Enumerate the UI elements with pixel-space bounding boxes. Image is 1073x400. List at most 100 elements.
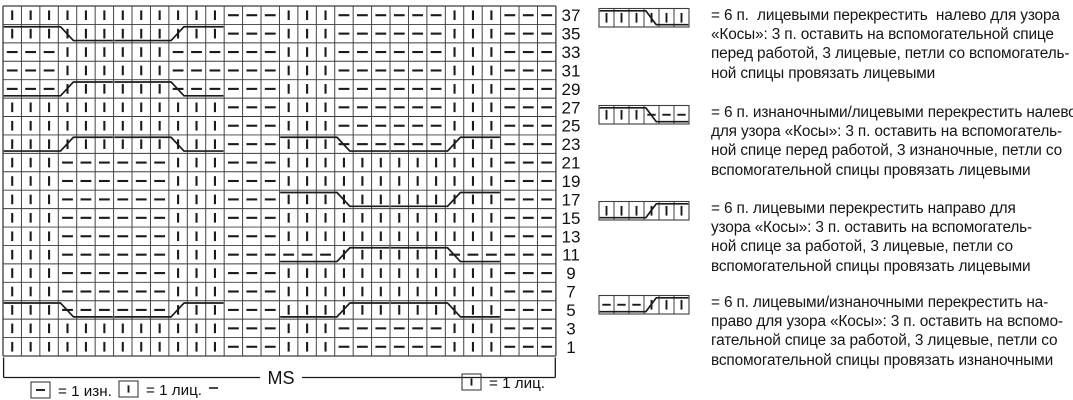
chart-grid bbox=[2, 5, 557, 357]
cable-cross-left-symbol bbox=[280, 136, 390, 152]
cable-legend-symbol bbox=[598, 104, 690, 125]
cable-cross-left-symbol bbox=[114, 136, 224, 152]
cable-legend: = 6 п. лицевыми перекрестить налево для … bbox=[598, 0, 1073, 400]
cable-legend-text-line: право для узора «Косы»: 3 п. оставить на… bbox=[711, 313, 1063, 331]
row-number: 31 bbox=[562, 61, 581, 80]
row-number: 21 bbox=[562, 154, 581, 173]
cable-legend-entry: = 6 п. лицевыми перекрестить направо для… bbox=[598, 199, 1069, 276]
row-number: 7 bbox=[566, 283, 575, 302]
cable-legend-text-line: для узора «Косы»: 3 п. оставить на вспом… bbox=[711, 123, 1062, 141]
cable-cross-left-symbol bbox=[599, 9, 689, 26]
cable-cross-left-symbol bbox=[280, 191, 390, 208]
stitch-legend-label: = 1 лиц. bbox=[489, 375, 545, 392]
cable-legend-entry: = 6 п. изнаночными/лицевыми перекрестить… bbox=[598, 103, 1073, 180]
cable-legend-text: = 6 п. лицевыми перекрестить налево для … bbox=[711, 6, 1070, 83]
ms-label: MS bbox=[268, 368, 295, 388]
cable-cross-right-symbol bbox=[390, 136, 500, 152]
cable-cross-right-symbol bbox=[599, 202, 689, 219]
chart-row bbox=[3, 25, 553, 42]
row-number: 35 bbox=[562, 25, 581, 44]
cable-symbol-box bbox=[598, 294, 690, 315]
row-number: 37 bbox=[562, 6, 581, 25]
cable-legend-text: = 6 п. лицевыми перекрестить направо для… bbox=[711, 199, 1069, 276]
row-number: 23 bbox=[562, 135, 581, 154]
cable-legend-text-line: вспомогательной спицы провязать лицевыми bbox=[711, 257, 1031, 275]
cable-legend-text-line: гательной спице за работой, 3 лицевые, п… bbox=[711, 332, 1058, 350]
cable-legend-text-line: ной спице перед работой, 3 изнаночные, п… bbox=[711, 142, 1062, 160]
chart-row bbox=[6, 47, 553, 57]
cable-cross-right-symbol bbox=[3, 136, 113, 152]
row-number: 13 bbox=[562, 227, 581, 246]
chart-row bbox=[11, 213, 553, 223]
row-number: 33 bbox=[562, 43, 581, 62]
stitch-legend-item: = 1 изн. bbox=[30, 381, 112, 400]
chart-row bbox=[3, 136, 553, 152]
chart-row bbox=[11, 157, 553, 168]
row-number: 27 bbox=[562, 98, 581, 117]
row-number: 19 bbox=[562, 172, 581, 191]
chart-row bbox=[11, 102, 553, 113]
chart-row bbox=[6, 65, 553, 76]
chart-row bbox=[11, 268, 553, 278]
chart-row bbox=[11, 191, 553, 208]
cable-symbol-box bbox=[598, 200, 690, 221]
pattern-repeat-bracket: MS bbox=[2, 357, 556, 388]
stitch-symbol-box bbox=[30, 381, 51, 399]
cable-cross-right-symbol bbox=[3, 81, 113, 97]
row-number: 29 bbox=[562, 80, 581, 99]
cable-cross-right-symbol bbox=[390, 191, 500, 208]
cable-legend-symbol bbox=[598, 200, 690, 221]
row-number: 17 bbox=[562, 190, 581, 209]
cable-legend-text-line: перед работой, 3 лицевые, петли со вспом… bbox=[711, 45, 1070, 63]
chart-row bbox=[11, 323, 553, 334]
cable-cross-left-symbol bbox=[390, 246, 500, 263]
cable-cross-left-symbol bbox=[599, 106, 689, 123]
cable-cross-right-symbol bbox=[599, 296, 689, 313]
stitch-legend-label: = 1 лиц. bbox=[146, 382, 202, 399]
cable-cross-right-symbol bbox=[114, 302, 224, 318]
chart-row bbox=[11, 10, 553, 21]
cable-legend-symbol bbox=[598, 294, 690, 315]
cable-cross-left-symbol bbox=[114, 81, 224, 97]
row-number: 5 bbox=[566, 301, 575, 320]
chart-row bbox=[11, 176, 553, 186]
cable-legend-entry: = 6 п. лицевыми/изнаночными перекрестить… bbox=[598, 293, 1069, 370]
cable-symbol-box bbox=[598, 104, 690, 125]
chart-row bbox=[3, 81, 553, 97]
chart-row bbox=[11, 341, 553, 352]
stitch-legend-label: = 1 изн. bbox=[58, 383, 112, 400]
row-number: 25 bbox=[562, 117, 581, 136]
cable-legend-text: = 6 п. лицевыми/изнаночными перекрестить… bbox=[711, 293, 1069, 370]
cable-legend-entry: = 6 п. лицевыми перекрестить налево для … bbox=[598, 6, 1070, 83]
row-number: 3 bbox=[566, 319, 575, 338]
cable-legend-symbol bbox=[598, 7, 690, 28]
cable-legend-text-line: «Косы»: 3 п. оставить на вспомогательной… bbox=[711, 26, 1054, 44]
cable-cross-right-symbol bbox=[114, 25, 224, 42]
chart-row bbox=[11, 231, 553, 242]
cable-legend-text-line: вспомогательной спицы провязать изнаночн… bbox=[711, 351, 1054, 369]
row-number: 1 bbox=[566, 338, 575, 357]
cable-legend-text-line: узора «Косы»: 3 п. оставить на вспомогат… bbox=[711, 219, 1033, 237]
cable-legend-text-line: ной спицы провязать лицевыми bbox=[711, 64, 936, 82]
cable-legend-text-line: = 6 п. лицевыми перекрестить направо для bbox=[711, 200, 1016, 217]
stitch-symbol-box bbox=[461, 373, 482, 391]
cable-cross-left-symbol bbox=[3, 25, 113, 42]
chart-row bbox=[11, 286, 553, 297]
cable-legend-text-line: = 6 п. лицевыми/изнаночными перекрестить… bbox=[711, 294, 1049, 311]
stitch-legend-item: = 1 лиц. bbox=[461, 373, 545, 392]
row-number: 9 bbox=[566, 264, 575, 283]
chart-row bbox=[11, 120, 553, 131]
cable-symbol-box bbox=[598, 7, 690, 28]
cable-legend-text: = 6 п. изнаночными/лицевыми перекрестить… bbox=[711, 103, 1073, 180]
cable-legend-text-line: = 6 п. изнаночными/лицевыми перекрестить… bbox=[711, 104, 1073, 121]
stitch-legend-item: = 1 лиц. bbox=[118, 380, 202, 399]
cable-cross-right-symbol bbox=[280, 246, 390, 263]
cable-legend-text-line: вспомогательной спицы провязать лицевыми bbox=[711, 161, 1031, 179]
cable-cross-right-symbol bbox=[280, 302, 390, 318]
row-number: 15 bbox=[562, 209, 581, 228]
row-number: 11 bbox=[562, 246, 580, 265]
cable-cross-left-symbol bbox=[390, 302, 500, 318]
cable-legend-text-line: ной спице за работой, 3 лицевые, петли с… bbox=[711, 238, 1013, 256]
